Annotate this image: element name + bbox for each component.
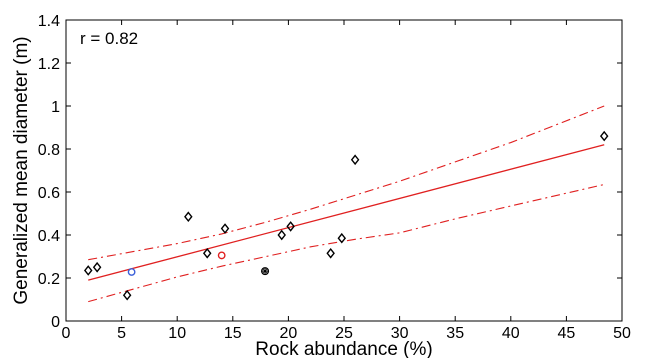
upper-confidence-bound [88,105,605,261]
lower-confidence-bound [88,183,605,303]
x-tick-label: 45 [558,325,576,342]
data-point-diamond [184,211,193,223]
data-point-diamond [599,130,609,142]
x-tick-label: 15 [224,325,242,342]
regression-line [88,144,605,281]
y-tick-label: 0 [51,314,60,331]
x-tick-label: 50 [613,325,631,342]
y-tick-label: 1 [51,99,60,116]
y-tick-label: 1.4 [38,13,60,30]
data-point-diamond [122,289,132,301]
data-point-diamond [92,261,102,273]
y-tick-label: 0.2 [38,271,60,288]
correlation-annotation: r = 0.82 [80,29,138,48]
y-axis-label: Generalized mean diameter (m) [11,36,32,304]
data-point-diamond [277,229,286,241]
data-point-hatched-circle [260,267,270,276]
data-point-diamond [350,154,360,166]
data-point-diamond [326,247,335,259]
data-point-circle [217,251,226,260]
data-point-diamond [83,265,93,276]
plot-frame [65,19,623,322]
data-point-diamond [220,223,230,234]
y-tick-label: 0.6 [38,185,60,202]
x-tick-label: 0 [62,325,71,342]
y-tick-label: 0.4 [38,228,60,245]
data-point-circle [127,268,136,276]
y-tick-label: 1.2 [38,56,60,73]
data-point-diamond [202,247,212,259]
x-tick-label: 40 [502,325,520,342]
x-tick-label: 10 [168,325,186,342]
x-tick-label: 35 [446,325,464,342]
y-tick-label: 0.8 [38,142,60,159]
x-axis-label: Rock abundance (%) [255,339,432,358]
x-tick-label: 25 [335,325,353,342]
x-tick-label: 30 [391,325,409,342]
data-point-diamond [286,221,295,232]
x-tick-label: 20 [280,325,298,342]
x-tick-label: 5 [117,325,126,342]
data-point-diamond [337,232,347,244]
